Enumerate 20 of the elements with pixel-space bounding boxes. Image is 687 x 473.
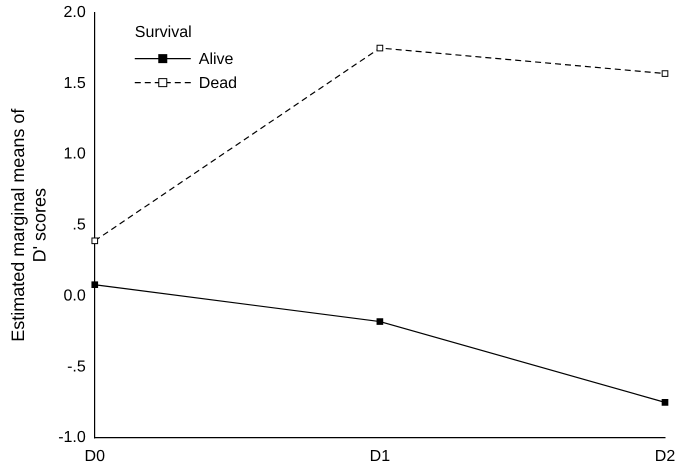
y-tick-label: .5 xyxy=(72,216,86,234)
point xyxy=(662,399,668,406)
legend-label: Alive xyxy=(198,51,234,68)
y-tick-label: 0.0 xyxy=(64,287,86,304)
x-tick-label: D2 xyxy=(654,448,676,465)
point xyxy=(376,318,384,325)
point xyxy=(91,237,98,244)
point xyxy=(91,281,98,288)
legend-label: Dead xyxy=(198,75,238,92)
x-tick-label: D0 xyxy=(84,448,106,465)
y-axis-title: Estimated marginal means of D' scores xyxy=(8,108,50,342)
y-tick-label: -1.0 xyxy=(58,429,86,446)
point xyxy=(376,44,384,52)
point xyxy=(662,70,668,77)
y-tick-label: 2.0 xyxy=(64,4,86,22)
y-tick-label: 1.0 xyxy=(64,146,86,163)
x-tick-label: D1 xyxy=(370,448,390,465)
y-tick-label: 1.5 xyxy=(64,74,86,92)
y-tick-label: -.5 xyxy=(67,358,86,376)
legend-title: Survival xyxy=(134,24,192,42)
